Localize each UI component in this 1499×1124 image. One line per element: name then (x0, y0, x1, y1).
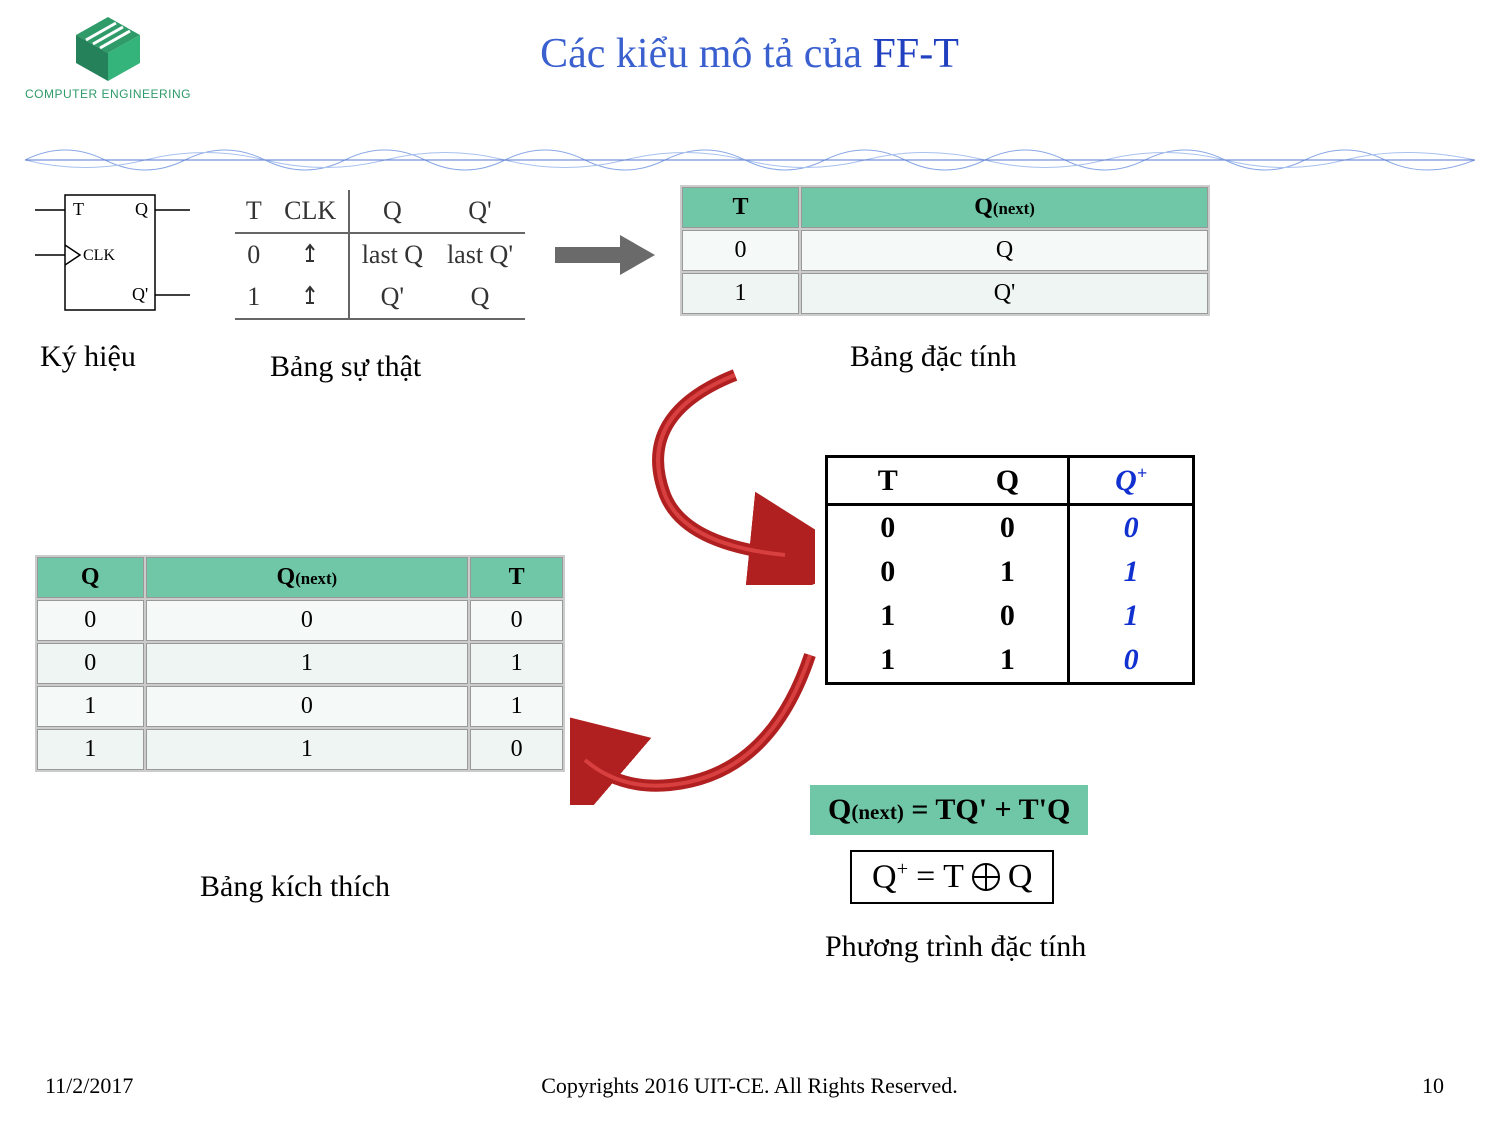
wave-divider-icon (25, 145, 1475, 175)
truth-table-label: Bảng sự thật (270, 350, 421, 384)
excitation-table-label: Bảng kích thích (200, 870, 390, 904)
curved-arrow-left-icon (570, 645, 820, 805)
equation-qnext: Q(next) = TQ' + T'Q (810, 785, 1088, 835)
excitation-table: Q Q(next) T 000 011 101 110 (35, 555, 565, 772)
characteristic-table: T Q(next) 0Q 1Q' (680, 185, 1210, 316)
svg-text:Q: Q (135, 199, 148, 219)
equation-label: Phương trình đặc tính (825, 930, 1086, 964)
equation-xor: Q+ = T Q (850, 850, 1054, 904)
characteristic-table-label: Bảng đặc tính (850, 340, 1017, 374)
footer-page-number: 10 (1422, 1073, 1444, 1099)
state-table: T Q Q+ 000 011 101 110 (825, 455, 1195, 685)
svg-text:CLK: CLK (83, 247, 115, 264)
xor-icon (972, 863, 1000, 891)
arrow-right-icon (555, 235, 655, 275)
logo-text: COMPUTER ENGINEERING (25, 87, 191, 101)
curved-arrow-down-icon (615, 365, 815, 585)
page-title: Các kiểu mô tả của FF-T (0, 30, 1499, 78)
ff-symbol-icon: T CLK Q Q' (35, 190, 190, 320)
truth-table: T CLK Q Q' 0 last Q last Q' 1 Q' Q (235, 190, 525, 320)
footer-copyright: Copyrights 2016 UIT-CE. All Rights Reser… (0, 1073, 1499, 1099)
svg-text:T: T (73, 199, 84, 219)
svg-text:Q': Q' (132, 284, 148, 304)
symbol-label: Ký hiệu (40, 340, 136, 374)
